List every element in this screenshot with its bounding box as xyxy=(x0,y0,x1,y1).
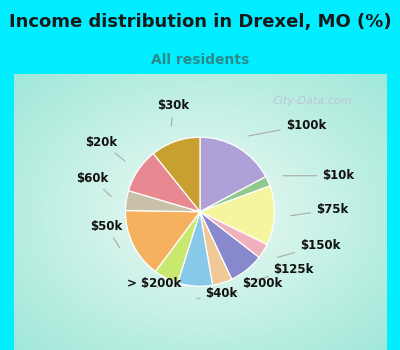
Text: $40k: $40k xyxy=(197,287,238,300)
Text: > $200k: > $200k xyxy=(127,278,182,290)
Text: $10k: $10k xyxy=(283,169,354,182)
Text: $50k: $50k xyxy=(90,220,122,248)
Wedge shape xyxy=(200,212,232,285)
Wedge shape xyxy=(200,137,266,212)
Text: $75k: $75k xyxy=(290,203,348,216)
Text: Income distribution in Drexel, MO (%): Income distribution in Drexel, MO (%) xyxy=(9,13,391,30)
Wedge shape xyxy=(200,212,259,279)
Text: $20k: $20k xyxy=(85,135,125,161)
Wedge shape xyxy=(128,154,200,212)
Wedge shape xyxy=(155,212,200,283)
Wedge shape xyxy=(200,212,267,257)
Text: $100k: $100k xyxy=(248,119,326,136)
Wedge shape xyxy=(153,137,200,212)
Text: $30k: $30k xyxy=(158,99,190,126)
Wedge shape xyxy=(126,210,200,272)
Text: All residents: All residents xyxy=(151,53,249,67)
Text: $200k: $200k xyxy=(229,278,283,295)
Text: City-Data.com: City-Data.com xyxy=(272,96,352,106)
Text: $150k: $150k xyxy=(277,239,340,257)
Wedge shape xyxy=(178,212,212,286)
Text: $60k: $60k xyxy=(76,172,111,197)
Wedge shape xyxy=(126,191,200,212)
Text: $125k: $125k xyxy=(258,263,314,280)
Wedge shape xyxy=(200,177,270,212)
Wedge shape xyxy=(200,186,274,245)
